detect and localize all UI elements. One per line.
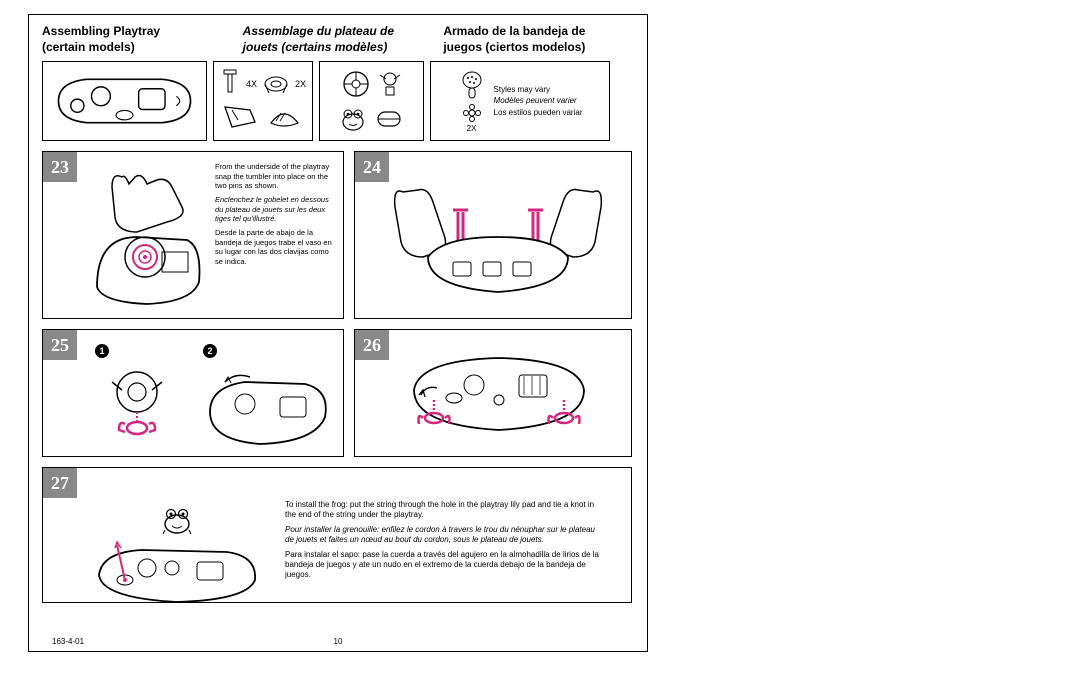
s23-en: From the underside of the playtray snap … bbox=[215, 162, 337, 190]
frog-small-icon bbox=[159, 502, 195, 536]
s27-en: To install the frog: put the string thro… bbox=[285, 500, 605, 520]
styles-es: Los estilos pueden variar bbox=[494, 108, 583, 117]
panel-24: 24 bbox=[354, 151, 632, 319]
title-en: Assembling Playtray (certain models) bbox=[42, 24, 233, 55]
nut-icon bbox=[263, 73, 289, 95]
step-badge-24: 24 bbox=[355, 152, 389, 182]
parts-row: 4X 2X bbox=[42, 61, 634, 141]
panel-25: 25 1 2 bbox=[42, 329, 344, 457]
title-es: Armado de la bandeja de juegos (ciertos … bbox=[443, 24, 634, 55]
section-titles: Assembling Playtray (certain models) Ass… bbox=[42, 24, 634, 55]
title-fr: Assemblage du plateau de jouets (certain… bbox=[243, 24, 434, 55]
nut-qty: 2X bbox=[295, 79, 306, 89]
s23-es: Desde la parte de abajo de la bandeja de… bbox=[215, 228, 337, 266]
step-badge-27: 27 bbox=[43, 468, 77, 498]
toy-qty: 2X bbox=[467, 124, 477, 133]
step27-tray bbox=[87, 540, 267, 610]
parts-playtray bbox=[42, 61, 207, 141]
parts-styles: 2X Styles may vary Modèles peuvent varie… bbox=[430, 61, 610, 141]
spinner-icon bbox=[376, 69, 404, 99]
step-badge-25: 25 bbox=[43, 330, 77, 360]
panel-23: 23 From the unde bbox=[42, 151, 344, 319]
panel-27: 27 bbox=[42, 467, 632, 603]
cup-icon bbox=[372, 108, 406, 130]
s23-fr: Enclenchez le gobelet en dessous du plat… bbox=[215, 195, 337, 223]
playtray-icon bbox=[49, 68, 200, 134]
styles-en: Styles may vary bbox=[494, 85, 550, 94]
title-es-l2: juegos (ciertos modelos) bbox=[443, 40, 585, 54]
title-en-l2: (certain models) bbox=[42, 40, 135, 54]
step23-illustration bbox=[87, 162, 207, 312]
screw-qty: 4X bbox=[246, 79, 257, 89]
wheel-icon bbox=[340, 68, 372, 100]
s27-es: Para instalar el sapo: pase la cuerda a … bbox=[285, 550, 605, 580]
mirror-icon bbox=[266, 103, 302, 131]
footer-page: 10 bbox=[334, 637, 343, 646]
step-badge-23: 23 bbox=[43, 152, 77, 182]
page-content: Assembling Playtray (certain models) Ass… bbox=[28, 14, 648, 652]
parts-hardware: 4X 2X bbox=[213, 61, 313, 141]
step-badge-26: 26 bbox=[355, 330, 389, 360]
step25-sub2 bbox=[195, 362, 335, 457]
title-fr-l1: Assemblage du plateau de bbox=[243, 24, 394, 38]
step25-sub1 bbox=[87, 362, 187, 452]
s27-fr: Pour installer la grenouille: enfilez le… bbox=[285, 525, 605, 545]
panel-26: 26 bbox=[354, 329, 632, 457]
title-fr-l2: jouets (certains modèles) bbox=[243, 40, 388, 54]
page-footer: 163-4-01 10 bbox=[28, 637, 648, 646]
styles-text: Styles may vary Modèles peuvent varier L… bbox=[494, 85, 583, 118]
step27-text: To install the frog: put the string thro… bbox=[285, 478, 605, 585]
frog-icon bbox=[338, 104, 368, 134]
styles-fr: Modèles peuvent varier bbox=[494, 96, 583, 106]
footer-code: 163-4-01 bbox=[52, 637, 84, 646]
title-es-l1: Armado de la bandeja de bbox=[443, 24, 585, 38]
step23-text: From the underside of the playtray snap … bbox=[215, 162, 337, 271]
parts-toys bbox=[319, 61, 424, 141]
title-en-l1: Assembling Playtray bbox=[42, 24, 160, 38]
instruction-panels: 23 From the unde bbox=[42, 151, 634, 603]
step26-illustration bbox=[379, 340, 619, 450]
rattle-icon bbox=[458, 70, 486, 102]
flower-icon bbox=[459, 104, 485, 122]
screw-icon bbox=[220, 70, 240, 98]
bracket-icon bbox=[220, 102, 260, 132]
step24-illustration bbox=[383, 162, 613, 312]
